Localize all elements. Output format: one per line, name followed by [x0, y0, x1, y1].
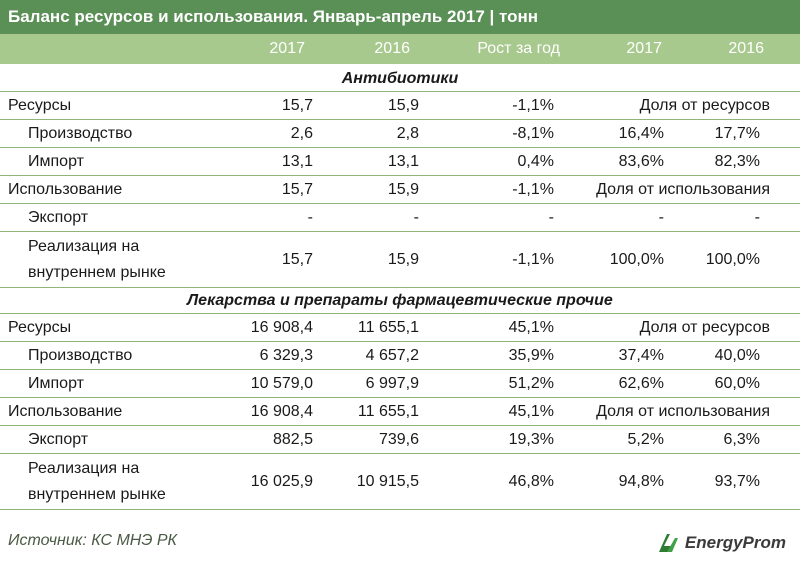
value-2017: 16 908,4 [250, 402, 313, 420]
title-bar: Баланс ресурсов и использования. Январь-… [0, 0, 800, 34]
share-2017: 5,2% [627, 430, 664, 448]
table-row: Использование 16 908,4 11 655,1 45,1% Доля о… [0, 398, 800, 426]
value-2016: 10 915,5 [356, 472, 419, 490]
growth-value: - [548, 208, 554, 226]
value-2016: 2,8 [396, 124, 419, 142]
value-2017: 2,6 [290, 124, 313, 142]
share-2016: 93,7% [714, 472, 760, 490]
share-2016: 40,0% [714, 346, 760, 364]
row-label: Экспорт [28, 208, 89, 226]
growth-value: 51,2% [508, 374, 554, 392]
growth-value: -1,1% [512, 96, 554, 114]
value-2016: 739,6 [378, 430, 419, 448]
row-label: Реализация на внутреннем рынке [28, 237, 166, 281]
share-2016: 100,0% [705, 250, 760, 268]
footer: Источник: КС МНЭ РК EnergyProm [0, 526, 800, 566]
value-2016: 11 655,1 [357, 318, 419, 336]
header-row: 2017 2016 Рост за год 2017 2016 [0, 34, 800, 66]
table-row: Производство 2,6 2,8 -8,1% 16,4% 17,7% [0, 120, 800, 148]
row-label: Экспорт [28, 430, 89, 448]
table-row: Импорт 10 579,0 6 997,9 51,2% 62,6% 60,0% [0, 370, 800, 398]
value-2016: 11 655,1 [357, 402, 419, 420]
share-label: Доля от использования [596, 180, 770, 198]
header-share-2016: 2016 [728, 40, 764, 57]
value-2016: 15,9 [387, 250, 419, 268]
growth-value: 35,9% [508, 346, 554, 364]
growth-value: -1,1% [512, 250, 554, 268]
header-2016: 2016 [374, 40, 410, 57]
share-2017: 37,4% [618, 346, 664, 364]
table-row: Импорт 13,1 13,1 0,4% 83,6% 82,3% [0, 148, 800, 176]
header-growth: Рост за год [477, 40, 560, 57]
value-2016: - [413, 208, 419, 226]
share-2016: 17,7% [714, 124, 760, 142]
share-2017: 83,6% [618, 152, 664, 170]
row-label: Производство [28, 124, 133, 142]
row-label: Использование [8, 180, 123, 198]
growth-value: 19,3% [508, 430, 554, 448]
value-2017: 13,1 [281, 152, 313, 170]
value-2017: 6 329,3 [259, 346, 313, 364]
logo: EnergyProm [655, 530, 786, 556]
row-label: Импорт [28, 374, 84, 392]
value-2016: 15,9 [387, 96, 419, 114]
table-row: Реализация на внутреннем рынке 16 025,9 10 … [0, 454, 800, 510]
header-2017: 2017 [269, 40, 305, 57]
value-2017: 16 908,4 [250, 318, 313, 336]
share-2017: 100,0% [609, 250, 664, 268]
header-share-2017: 2017 [626, 40, 662, 57]
share-2017: - [658, 208, 664, 226]
table-row: Ресурсы 16 908,4 11 655,1 45,1% Доля от ресу… [0, 314, 800, 342]
growth-value: 45,1% [508, 402, 554, 420]
value-2016: 4 657,2 [365, 346, 419, 364]
growth-value: 46,8% [508, 472, 554, 490]
row-label: Использование [8, 402, 123, 420]
value-2017: 15,7 [281, 180, 313, 198]
value-2017: 15,7 [281, 250, 313, 268]
table-row: Ресурсы 15,7 15,9 -1,1% Доля от ресурсов [0, 92, 800, 120]
row-label: Ресурсы [8, 318, 72, 336]
row-label: Производство [28, 346, 133, 364]
share-2016: 6,3% [723, 430, 760, 448]
value-2017: - [307, 208, 313, 226]
share-2017: 94,8% [618, 472, 664, 490]
value-2017: 882,5 [272, 430, 313, 448]
value-2017: 16 025,9 [250, 472, 313, 490]
data-table: Антибиотики Ресурсы 15,7 15,9 -1,1% Доля от р… [0, 66, 800, 510]
value-2016: 13,1 [387, 152, 419, 170]
value-2016: 6 997,9 [365, 374, 419, 392]
share-label: Доля от использования [596, 402, 770, 420]
energyprom-logo-icon [658, 534, 678, 552]
share-label: Доля от ресурсов [639, 318, 770, 336]
table-row: Экспорт - - - - - [0, 204, 800, 232]
growth-value: 0,4% [517, 152, 554, 170]
logo-text: EnergyProm [684, 533, 786, 552]
row-label: Ресурсы [8, 96, 72, 114]
section-title: Лекарства и препараты фармацевтические п… [0, 288, 800, 314]
section-title: Антибиотики [0, 66, 800, 92]
share-2016: 60,0% [714, 374, 760, 392]
row-label: Реализация на внутреннем рынке [28, 459, 166, 503]
table-row: Экспорт 882,5 739,6 19,3% 5,2% 6,3% [0, 426, 800, 454]
table-row: Использование 15,7 15,9 -1,1% Доля от исполь… [0, 176, 800, 204]
row-label: Импорт [28, 152, 84, 170]
growth-value: -1,1% [512, 180, 554, 198]
value-2017: 15,7 [281, 96, 313, 114]
growth-value: -8,1% [512, 124, 554, 142]
share-2017: 16,4% [618, 124, 664, 142]
table-row: Реализация на внутреннем рынке 15,7 15,9 -1,… [0, 232, 800, 288]
share-2016: 82,3% [714, 152, 760, 170]
source-note: Источник: КС МНЭ РК [8, 532, 177, 549]
share-label: Доля от ресурсов [639, 96, 770, 114]
value-2016: 15,9 [387, 180, 419, 198]
share-2016: - [754, 208, 760, 226]
share-2017: 62,6% [618, 374, 664, 392]
table-row: Производство 6 329,3 4 657,2 35,9% 37,4% 40,0… [0, 342, 800, 370]
value-2017: 10 579,0 [250, 374, 313, 392]
growth-value: 45,1% [508, 318, 554, 336]
